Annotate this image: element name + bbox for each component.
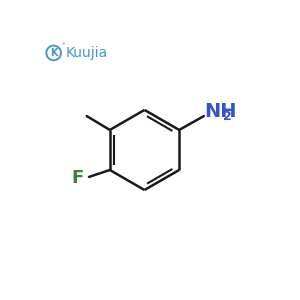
Text: F: F [71, 169, 84, 187]
Text: 2: 2 [223, 110, 231, 123]
Text: °: ° [62, 44, 65, 50]
Text: Kuujia: Kuujia [66, 46, 108, 60]
Text: K: K [50, 48, 57, 58]
Text: NH: NH [205, 102, 237, 121]
